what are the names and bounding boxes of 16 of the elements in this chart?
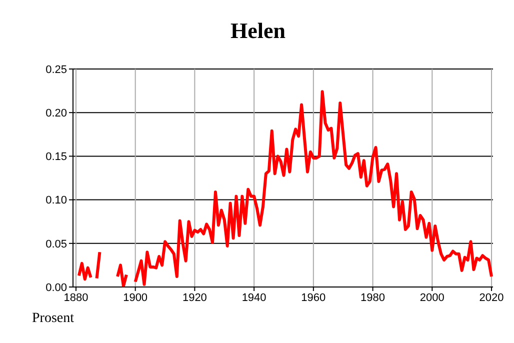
y-tick-label: 0.00: [46, 282, 67, 294]
x-tick-label: 1880: [64, 292, 88, 304]
y-tick-label: 0.15: [46, 151, 67, 164]
y-tick-label: 0.20: [46, 108, 67, 120]
chart-title: Helen: [230, 18, 286, 44]
y-tick-label: 0.05: [46, 238, 67, 250]
x-tick-label: 2020: [479, 292, 504, 304]
x-tick-label: 1960: [301, 292, 326, 304]
y-axis-title: Prosent: [32, 311, 74, 327]
y-tick-label: 0.10: [46, 194, 67, 207]
x-tick-label: 1900: [123, 292, 148, 304]
x-tick-label: 1940: [242, 292, 266, 304]
x-tick-label: 1920: [182, 292, 207, 304]
x-tick-label: 1980: [360, 292, 386, 304]
y-tick-label: 0.25: [46, 64, 67, 76]
x-tick-label: 2000: [420, 292, 444, 304]
